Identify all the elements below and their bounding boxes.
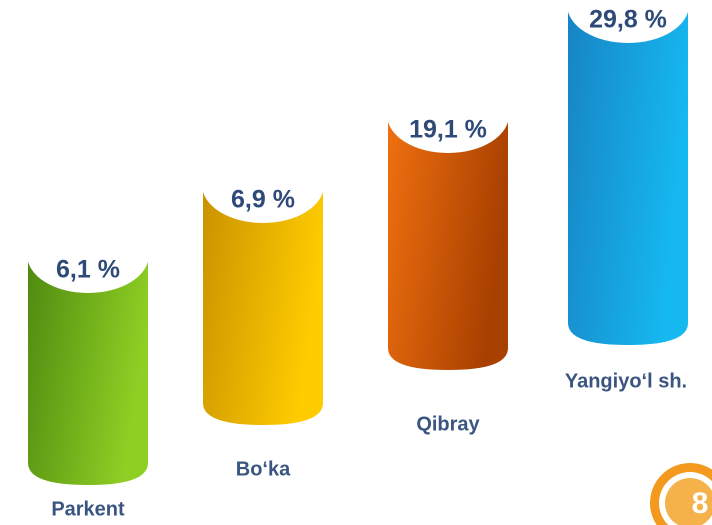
category-label: Qibray (416, 413, 480, 435)
category-label: Parkent (51, 498, 125, 520)
bar (203, 185, 323, 425)
bar-top (567, 0, 689, 43)
value-label: 29,8 % (589, 6, 667, 34)
category-label: Yangiyo‘l sh. (565, 370, 687, 392)
bar (28, 255, 148, 485)
bar-top (202, 147, 324, 223)
value-label: 6,9 % (231, 186, 295, 214)
bar-top (27, 217, 149, 293)
bar (568, 5, 688, 345)
value-label: 6,1 % (56, 256, 120, 284)
logo: 8 (650, 463, 712, 525)
svg-text:8: 8 (692, 487, 709, 520)
bar-top (387, 77, 509, 153)
bar (388, 115, 508, 370)
value-label: 19,1 % (409, 116, 487, 144)
category-label: Bo‘ka (236, 458, 291, 480)
